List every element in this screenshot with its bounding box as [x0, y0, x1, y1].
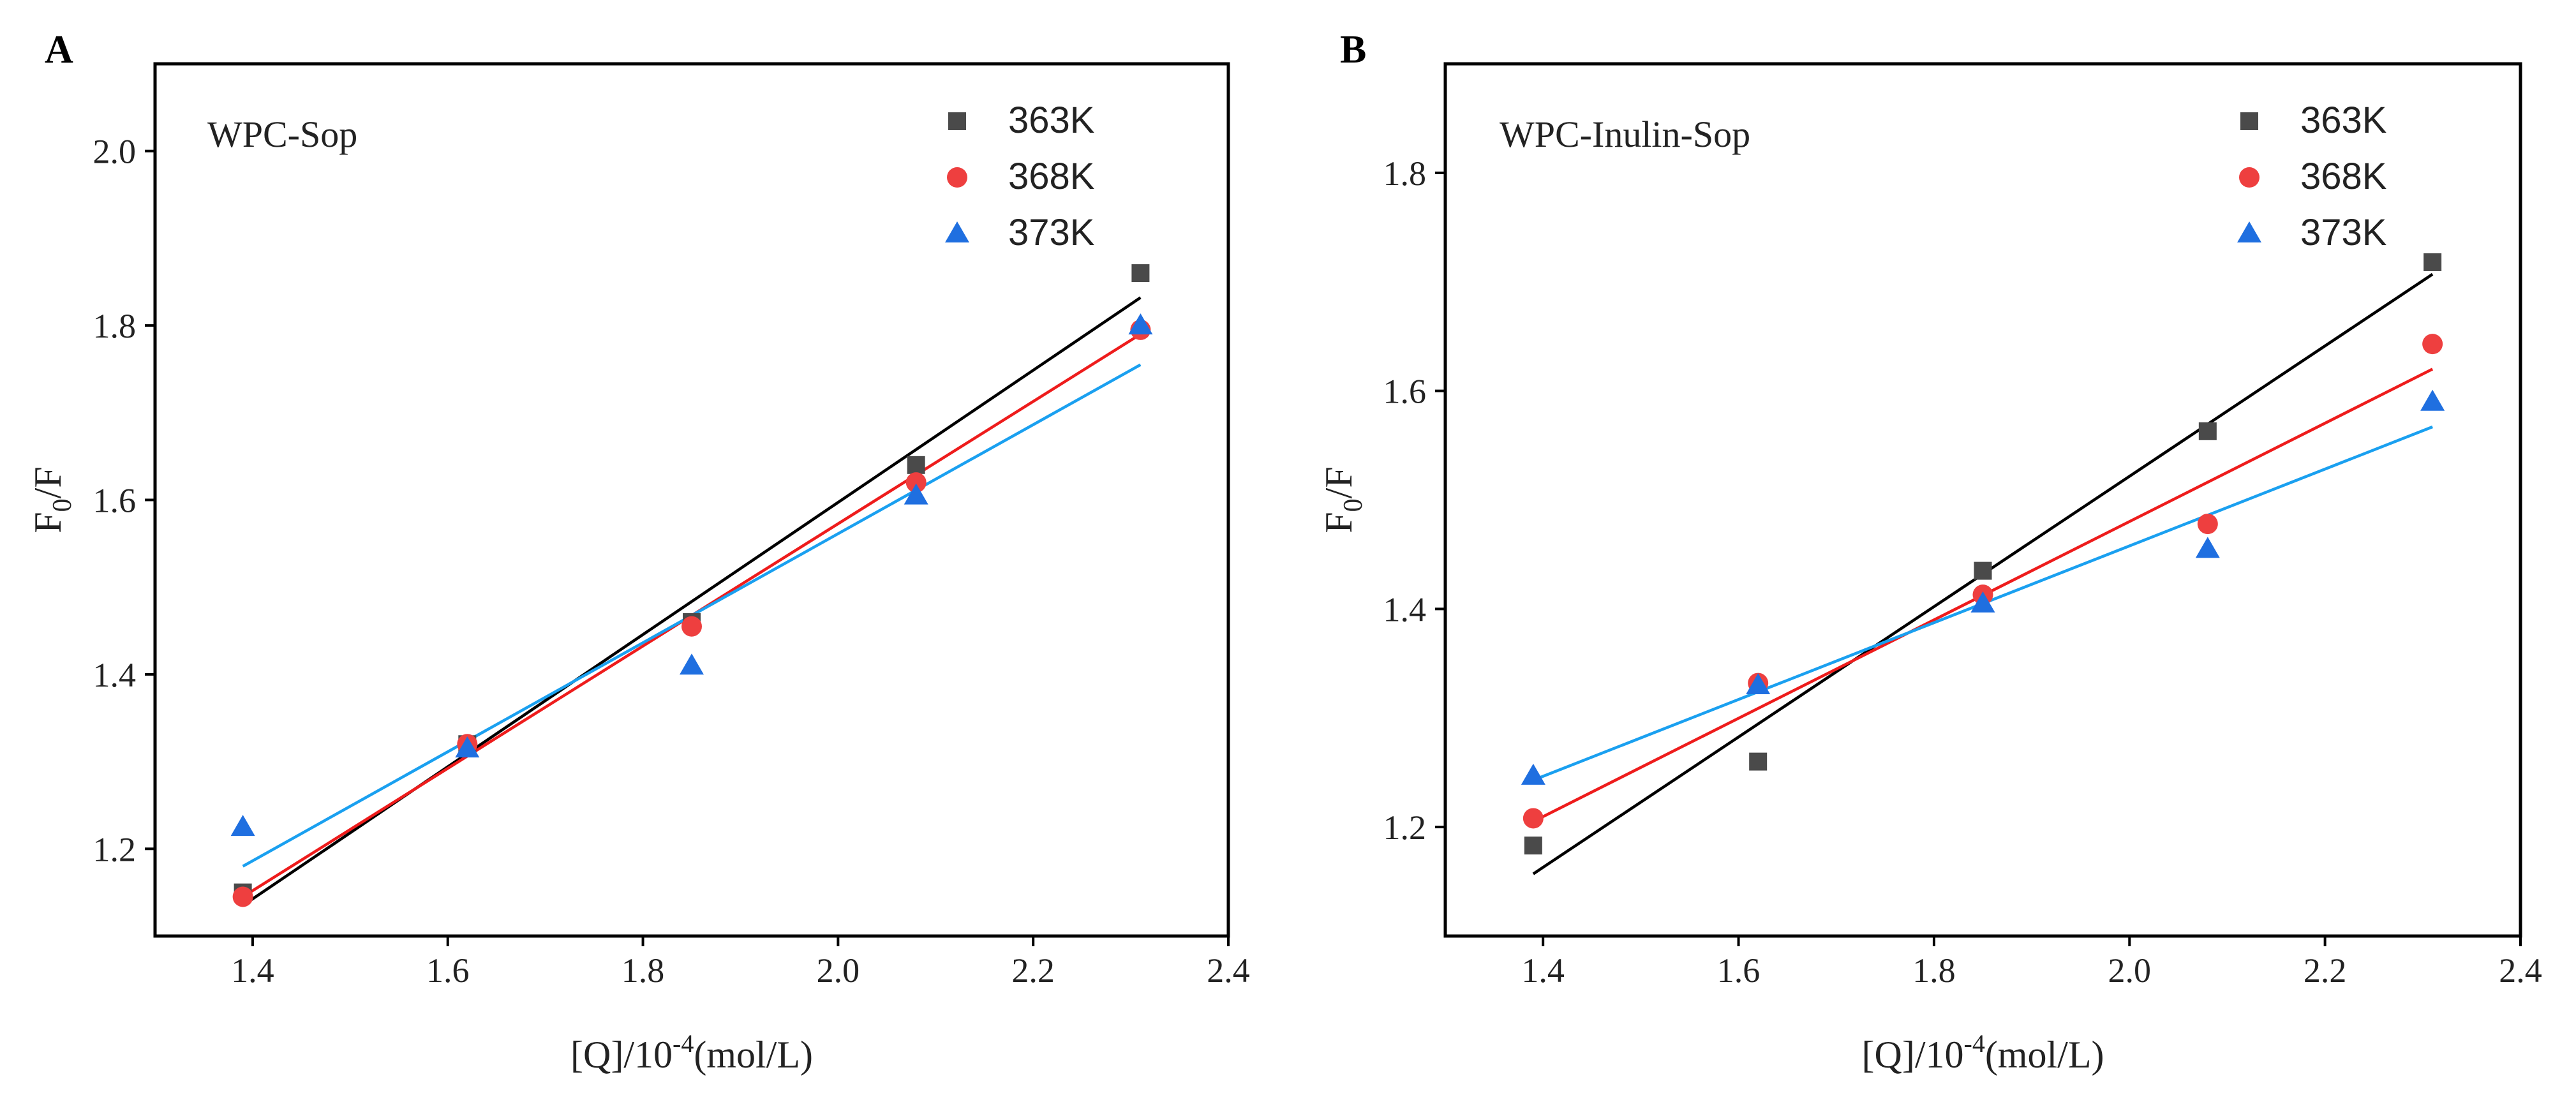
y-axis-title-subscript: 0 [48, 498, 77, 512]
fit-line-363k [242, 296, 1142, 907]
panel-label: A [45, 28, 73, 71]
x-tick-label: 1.6 [1717, 951, 1761, 990]
legend-marker-373k [945, 221, 969, 242]
plot-title: WPC-Inulin-Sop [1500, 114, 1750, 155]
y-axis-title: F0/F [1318, 466, 1368, 533]
x-tick-label: 2.0 [2108, 951, 2152, 990]
legend-marker-368k [947, 167, 967, 188]
panel-label: B [1340, 28, 1366, 71]
legend-label-363k: 363K [2300, 100, 2387, 141]
y-axis-title-main: F [1318, 512, 1360, 533]
x-axis-title: [Q]/10-4(mol/L) [570, 1029, 813, 1076]
x-axis-title-exponent: -4 [1964, 1029, 1985, 1058]
y-tick-label: 2.0 [93, 133, 137, 171]
data-point-368k [681, 616, 702, 637]
x-tick-label: 1.6 [426, 951, 470, 990]
x-axis-title-unit: (mol/L) [694, 1034, 813, 1076]
y-tick-label: 1.4 [1383, 590, 1427, 628]
data-point-363k [1974, 561, 1992, 580]
y-axis-title-subscript: 0 [1339, 498, 1368, 512]
y-tick-label: 1.8 [1383, 154, 1427, 193]
legend-label-373k: 373K [1008, 212, 1095, 253]
chart-panel-a: A1.4 1.6 1.8 2.0 2.2 2.41.21.41.61.82.0[Q]/10… [27, 28, 1250, 1076]
data-point-368k [232, 886, 253, 907]
legend-label-363k: 363K [1008, 100, 1095, 141]
legend-marker-368k [2239, 167, 2260, 188]
chart-panel-b: B 1.4 1.6 1.8 2.0 2.2 2.4 1.2 1.4 1.6 1.8 [Q]/10-4(… [1318, 28, 2542, 1076]
data-point-363k [907, 456, 925, 474]
x-tick-label: 1.8 [1912, 951, 1956, 990]
y-tick-label: 1.6 [1383, 373, 1427, 411]
x-tick-label: 1.8 [622, 951, 665, 990]
legend-marker-363k [948, 112, 966, 130]
data-point-373k [904, 483, 928, 505]
y-tick-label: 1.2 [93, 830, 137, 868]
plot-title: WPC-Sop [207, 114, 357, 155]
x-tick-label: 2.2 [2304, 951, 2347, 990]
legend-marker-363k [2240, 112, 2258, 130]
data-point-373k [2195, 537, 2220, 558]
legend-label-368k: 368K [2300, 156, 2387, 197]
data-point-363k [2423, 253, 2442, 271]
y-tick-label: 1.8 [93, 307, 137, 345]
x-tick-label: 1.4 [1521, 951, 1565, 990]
y-tick-label: 1.2 [1383, 808, 1427, 847]
y-axis-title-tail: /F [27, 466, 69, 498]
x-axis-title: [Q]/10-4(mol/L) [1862, 1029, 2104, 1076]
data-point-373k [1746, 673, 1771, 694]
data-point-363k [2198, 422, 2217, 440]
data-point-363k [1131, 264, 1150, 283]
data-point-363k [1524, 836, 1542, 855]
x-axis-title-main: [Q]/10 [1862, 1034, 1964, 1076]
y-tick-label: 1.4 [93, 656, 137, 694]
data-point-368k [1523, 808, 1544, 829]
x-tick-label: 2.0 [817, 951, 860, 990]
data-point-373k [1128, 313, 1153, 335]
y-axis-title-main: F [27, 512, 69, 533]
x-tick-label: 2.2 [1011, 951, 1055, 990]
data-point-373k [455, 736, 480, 758]
data-point-373k [2420, 389, 2445, 411]
data-point-373k [1970, 591, 1995, 613]
data-point-373k [680, 653, 704, 675]
data-point-368k [2197, 514, 2218, 535]
data-point-368k [2422, 334, 2443, 355]
legend-label-368k: 368K [1008, 156, 1095, 197]
data-point-373k [230, 815, 255, 836]
legend-marker-373k [2237, 221, 2261, 242]
y-tick-label: 1.6 [93, 482, 137, 520]
x-tick-label: 2.4 [2499, 951, 2542, 990]
data-point-363k [1749, 752, 1768, 771]
x-axis-title-exponent: -4 [673, 1029, 694, 1058]
x-axis-title-unit: (mol/L) [1985, 1034, 2104, 1076]
y-axis-title: F0/F [27, 466, 77, 533]
x-axis-title-main: [Q]/10 [570, 1034, 673, 1076]
legend-label-373k: 373K [2300, 212, 2387, 253]
y-axis-title-tail: /F [1318, 466, 1360, 498]
x-tick-label: 2.4 [1207, 951, 1250, 990]
x-tick-label: 1.4 [231, 951, 274, 990]
plot-frame [1443, 62, 2522, 938]
data-point-373k [1521, 763, 1545, 785]
data-point-368k [905, 472, 927, 493]
